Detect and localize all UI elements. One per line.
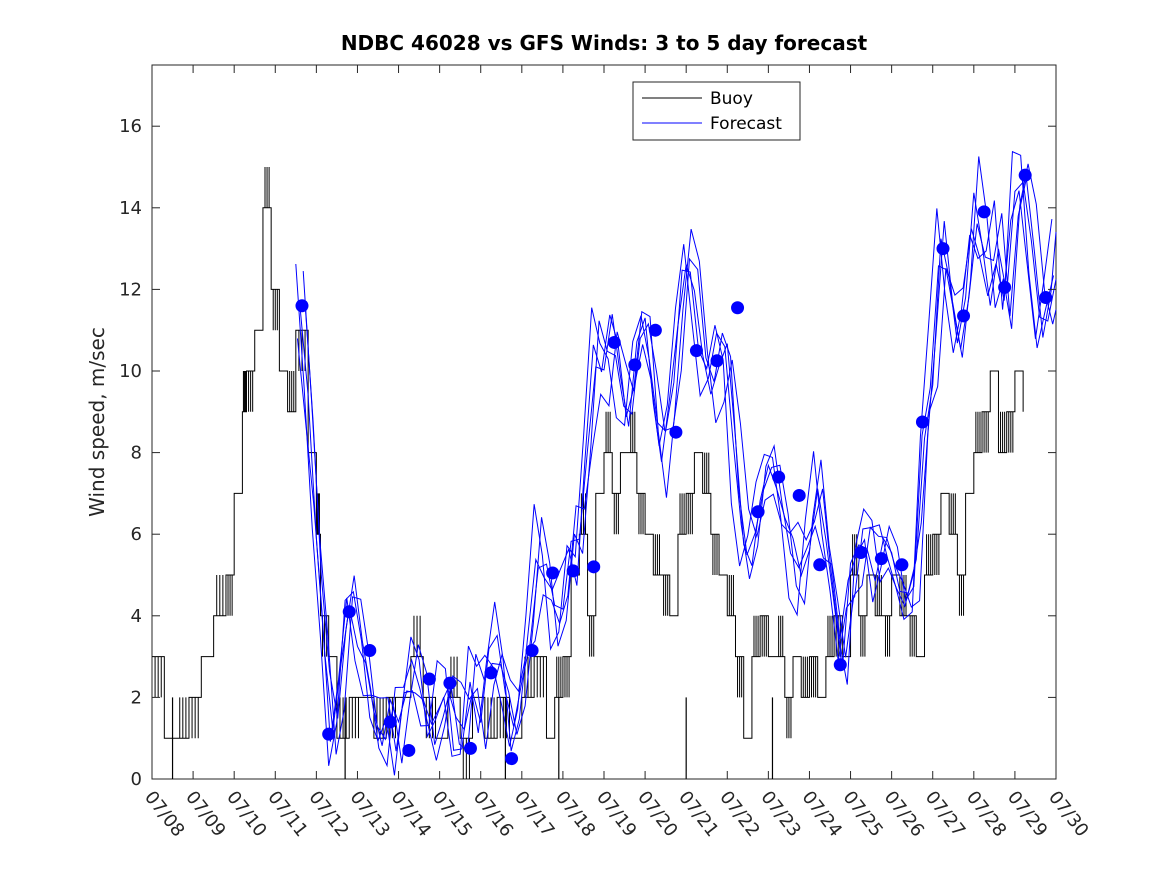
forecast-marker bbox=[710, 354, 724, 368]
forecast-marker bbox=[792, 488, 806, 502]
legend-box bbox=[632, 81, 801, 141]
forecast-marker bbox=[895, 558, 909, 572]
buoy-line bbox=[152, 167, 1024, 779]
y-tick-label: 0 bbox=[131, 769, 142, 790]
x-tick-label: 07/29 bbox=[1003, 787, 1051, 841]
x-tick-label: 07/15 bbox=[428, 787, 476, 841]
forecast-marker bbox=[295, 299, 309, 313]
y-tick-label: 16 bbox=[119, 116, 142, 137]
x-tick-label: 07/08 bbox=[140, 787, 188, 841]
forecast-line bbox=[295, 190, 1053, 776]
chart-title: NDBC 46028 vs GFS Winds: 3 to 5 day fore… bbox=[340, 31, 868, 55]
forecast-marker bbox=[463, 741, 477, 755]
forecast-marker bbox=[915, 415, 929, 429]
forecast-marker bbox=[751, 505, 765, 519]
forecast-marker bbox=[342, 605, 356, 619]
x-tick-label: 07/30 bbox=[1044, 787, 1092, 841]
x-tick-label: 07/18 bbox=[551, 787, 599, 841]
forecast-marker bbox=[1039, 291, 1053, 305]
forecast-line bbox=[296, 150, 1055, 752]
forecast-marker bbox=[505, 752, 519, 766]
forecast-marker bbox=[648, 323, 662, 337]
x-tick-label: 07/11 bbox=[263, 787, 311, 841]
forecast-marker bbox=[546, 566, 560, 580]
x-tick-label: 07/27 bbox=[921, 787, 969, 841]
x-tick-label: 07/26 bbox=[880, 787, 928, 841]
forecast-marker bbox=[813, 558, 827, 572]
x-tick-label: 07/25 bbox=[839, 787, 887, 841]
y-tick-label: 4 bbox=[131, 606, 142, 627]
x-tick-label: 07/13 bbox=[346, 787, 394, 841]
forecast-marker bbox=[628, 358, 642, 372]
axes-box bbox=[151, 64, 1057, 780]
x-tick-label: 07/10 bbox=[222, 787, 270, 841]
legend-forecast-label: Forecast bbox=[710, 114, 782, 134]
forecast-marker bbox=[957, 309, 971, 323]
forecast-line bbox=[304, 156, 1057, 768]
forecast-marker bbox=[383, 715, 397, 729]
y-tick-label: 10 bbox=[119, 361, 142, 382]
forecast-marker bbox=[977, 205, 991, 219]
x-tick-label: 07/22 bbox=[715, 787, 763, 841]
y-tick-label: 2 bbox=[131, 687, 142, 708]
y-tick-label: 8 bbox=[131, 443, 142, 464]
markers-layer bbox=[295, 168, 1053, 766]
forecast-line bbox=[302, 178, 1057, 764]
forecast-marker bbox=[322, 727, 336, 741]
forecast-marker bbox=[689, 344, 703, 358]
legend: Buoy Forecast bbox=[632, 81, 801, 141]
x-tick-label: 07/19 bbox=[592, 787, 640, 841]
forecast-marker bbox=[854, 546, 868, 560]
lines-layer bbox=[152, 150, 1057, 779]
forecast-marker bbox=[566, 564, 580, 578]
forecast-marker bbox=[998, 280, 1012, 294]
x-tick-label: 07/09 bbox=[181, 787, 229, 841]
forecast-marker bbox=[833, 658, 847, 672]
y-ticks: 0 2 4 6 8 10 12 14 16 bbox=[119, 116, 1056, 790]
forecast-marker bbox=[363, 643, 377, 657]
x-tick-label: 07/28 bbox=[962, 787, 1010, 841]
y-tick-label: 14 bbox=[119, 198, 142, 219]
y-tick-label: 12 bbox=[119, 279, 142, 300]
forecast-marker bbox=[772, 470, 786, 484]
forecast-marker bbox=[1018, 168, 1032, 182]
forecast-marker bbox=[402, 743, 416, 757]
x-tick-label: 07/12 bbox=[304, 787, 352, 841]
x-tick-label: 07/14 bbox=[387, 787, 435, 841]
forecast-marker bbox=[936, 242, 950, 256]
forecast-marker bbox=[607, 335, 621, 349]
forecast-marker bbox=[484, 666, 498, 680]
x-tick-label: 07/23 bbox=[756, 787, 804, 841]
x-tick-label: 07/20 bbox=[633, 787, 681, 841]
forecast-marker bbox=[422, 672, 436, 686]
y-tick-label: 6 bbox=[131, 524, 142, 545]
forecast-marker bbox=[443, 676, 457, 690]
forecast-marker bbox=[731, 301, 745, 315]
x-tick-label: 07/21 bbox=[674, 787, 722, 841]
forecast-marker bbox=[525, 643, 539, 657]
forecast-marker bbox=[669, 425, 683, 439]
x-tick-label: 07/16 bbox=[469, 787, 517, 841]
x-tick-label: 07/17 bbox=[510, 787, 558, 841]
x-tick-label: 07/24 bbox=[798, 787, 846, 841]
forecast-marker bbox=[587, 560, 601, 574]
forecast-marker bbox=[874, 552, 888, 566]
legend-buoy-label: Buoy bbox=[710, 89, 753, 109]
